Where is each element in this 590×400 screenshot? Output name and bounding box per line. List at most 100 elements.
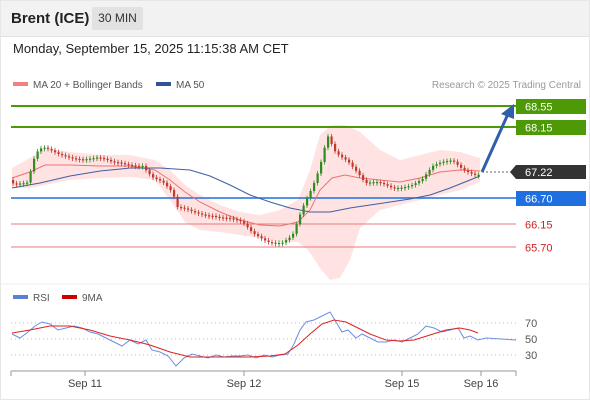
candle-body	[414, 183, 417, 186]
candle-body	[110, 159, 113, 162]
rsi-label: RSI	[33, 293, 50, 304]
candle-body	[369, 182, 372, 184]
x-label-sep11: Sep 11	[68, 378, 102, 390]
candle-body	[124, 163, 127, 165]
candle-body	[442, 161, 445, 163]
candle-body	[421, 178, 424, 182]
legend-ma20: MA 20 + Bollinger Bands	[13, 80, 143, 91]
candle-body	[316, 173, 319, 183]
candle-body	[477, 174, 480, 177]
9ma-swatch-icon	[62, 295, 77, 300]
candle-body	[64, 155, 67, 157]
candle-body	[197, 212, 200, 214]
bollinger-band-area	[12, 125, 480, 280]
candle-body	[463, 167, 466, 171]
header-bar: Brent (ICE) 30 MIN	[0, 0, 590, 37]
candle-body	[190, 209, 193, 212]
x-label-sep12: Sep 12	[227, 378, 262, 390]
candle-body	[54, 150, 57, 153]
candle-body	[271, 242, 274, 244]
candle-body	[61, 153, 64, 156]
timestamp: Monday, September 15, 2025 11:15:38 AM C…	[13, 41, 289, 56]
candle-body	[92, 158, 95, 160]
rsi-axis-50: 50	[525, 334, 537, 346]
ma20-line	[11, 164, 481, 227]
candle-body	[313, 182, 316, 192]
candle-body	[211, 215, 214, 217]
candle-body	[43, 147, 46, 149]
forecast-arrow-line	[480, 113, 510, 173]
candle-body	[22, 183, 25, 185]
level-label-66-15: 66.15	[525, 220, 553, 232]
x-label-sep16: Sep 16	[464, 378, 499, 390]
candle-body	[152, 174, 155, 178]
candle-body	[285, 240, 288, 243]
ma20-label: MA 20 + Bollinger Bands	[33, 80, 143, 91]
candle-body	[246, 223, 249, 228]
candle-body	[162, 180, 165, 183]
candle-body	[309, 191, 312, 199]
candle-body	[264, 238, 267, 241]
candle-body	[71, 157, 74, 159]
candle-body	[302, 205, 305, 215]
candle-body	[365, 179, 368, 184]
level-label-68-55: 68.55	[516, 99, 586, 114]
candle-body	[470, 172, 473, 174]
candle-body	[57, 152, 60, 154]
candle-body	[78, 158, 81, 161]
candle-body	[215, 215, 218, 218]
candle-body	[138, 165, 141, 168]
candle-body	[383, 182, 386, 185]
candle-body	[439, 162, 442, 165]
candle-body	[208, 215, 211, 217]
candle-body	[47, 147, 50, 149]
candle-body	[82, 159, 85, 161]
candle-body	[131, 164, 134, 167]
candle-body	[29, 171, 32, 183]
9ma-label: 9MA	[82, 293, 103, 304]
candle-body	[225, 217, 228, 219]
rsi-swatch-icon	[13, 295, 28, 300]
candle-body	[306, 198, 309, 206]
candle-body	[85, 159, 88, 161]
candle-body	[75, 158, 78, 160]
candle-body	[267, 240, 270, 243]
candle-body	[236, 219, 239, 221]
level-text: 68.15	[525, 123, 553, 135]
candle-body	[260, 236, 263, 239]
candle-body	[204, 214, 207, 216]
candle-body	[386, 184, 389, 186]
level-text: 66.70	[525, 194, 553, 206]
candle-body	[400, 187, 403, 189]
candle-body	[418, 181, 421, 184]
candle-body	[99, 157, 102, 159]
candle-body	[337, 151, 340, 155]
candle-body	[50, 148, 53, 151]
candle-body	[379, 182, 382, 184]
candle-body	[435, 164, 438, 166]
legend-rsi: RSI	[13, 293, 50, 304]
candle-body	[33, 158, 36, 172]
legend-9ma: 9MA	[62, 293, 103, 304]
candle-body	[103, 157, 106, 160]
candle-body	[355, 166, 358, 171]
candle-body	[36, 151, 39, 159]
candle-body	[449, 160, 452, 162]
candle-body	[222, 217, 225, 219]
candle-body	[250, 227, 253, 232]
candle-body	[351, 162, 354, 167]
candle-body	[411, 185, 414, 187]
candle-body	[344, 157, 347, 160]
candle-body	[474, 173, 477, 175]
candle-body	[295, 224, 298, 234]
candle-body	[218, 216, 221, 219]
legend-ma50: MA 50	[156, 80, 204, 91]
timeframe-badge[interactable]: 30 MIN	[92, 7, 143, 30]
candle-body	[288, 237, 291, 241]
candle-body	[428, 169, 431, 175]
candle-body	[432, 165, 435, 170]
candle-body	[19, 183, 22, 185]
level-label-65-70: 65.70	[525, 243, 553, 255]
level-label-last-price: 67.22	[510, 165, 586, 179]
